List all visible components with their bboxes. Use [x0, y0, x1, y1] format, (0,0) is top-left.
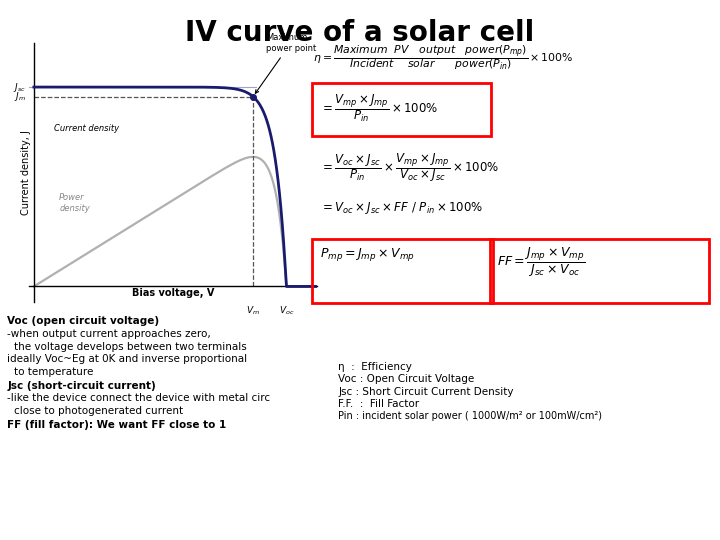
Text: close to photogenerated current: close to photogenerated current [14, 406, 184, 416]
Text: -when output current approaches zero,: -when output current approaches zero, [7, 329, 211, 340]
Text: IV curve of a solar cell: IV curve of a solar cell [185, 19, 535, 47]
Text: $V_{oc}$: $V_{oc}$ [279, 305, 294, 317]
Y-axis label: Current density, J: Current density, J [21, 130, 31, 215]
Text: $P_{mp} = J_{mp} \times V_{mp}$: $P_{mp} = J_{mp} \times V_{mp}$ [320, 246, 415, 262]
Text: Jsc : Short Circuit Current Density: Jsc : Short Circuit Current Density [338, 387, 514, 397]
Text: FF (fill factor): We want FF close to 1: FF (fill factor): We want FF close to 1 [7, 420, 227, 430]
Text: F.F.  :  Fill Factor: F.F. : Fill Factor [338, 399, 420, 409]
Text: $\eta = \dfrac{Maximum\ \ PV\ \ \ output\ \ \ power(P_{mp})}{Incident\ \ \ \ sol: $\eta = \dfrac{Maximum\ \ PV\ \ \ output… [313, 43, 574, 72]
Text: Maximum
power point: Maximum power point [256, 33, 316, 93]
Text: $J_m$: $J_m$ [14, 90, 26, 103]
Text: the voltage develops between two terminals: the voltage develops between two termina… [14, 342, 247, 352]
Text: Voc (open circuit voltage): Voc (open circuit voltage) [7, 316, 159, 326]
Text: ideally Voc~Eg at 0K and inverse proportional: ideally Voc~Eg at 0K and inverse proport… [7, 354, 248, 364]
Text: $= \dfrac{V_{mp} \times J_{mp}}{P_{in}} \times 100\%$: $= \dfrac{V_{mp} \times J_{mp}}{P_{in}} … [320, 92, 438, 124]
Text: $= \dfrac{V_{oc} \times J_{sc}}{P_{in}} \times \dfrac{V_{mp} \times J_{mp}}{V_{o: $= \dfrac{V_{oc} \times J_{sc}}{P_{in}} … [320, 151, 500, 184]
Text: Current density: Current density [54, 124, 120, 133]
Text: $J_{sc}$: $J_{sc}$ [14, 80, 26, 93]
Text: η  :  Efficiency: η : Efficiency [338, 362, 413, 372]
Text: $FF = \dfrac{J_{mp} \times V_{mp}}{J_{sc} \times V_{oc}}$: $FF = \dfrac{J_{mp} \times V_{mp}}{J_{sc… [497, 246, 585, 279]
Text: $V_m$: $V_m$ [246, 305, 260, 317]
Text: $= V_{oc} \times J_{sc} \times FF\ /\ P_{in} \times 100\%$: $= V_{oc} \times J_{sc} \times FF\ /\ P_… [320, 200, 484, 216]
Text: -like the device connect the device with metal circ: -like the device connect the device with… [7, 393, 270, 403]
Text: to temperature: to temperature [14, 367, 94, 377]
Text: Voc : Open Circuit Voltage: Voc : Open Circuit Voltage [338, 374, 474, 384]
Text: Power
density: Power density [59, 193, 90, 213]
X-axis label: Bias voltage, V: Bias voltage, V [132, 288, 214, 298]
Text: Jsc (short-circuit current): Jsc (short-circuit current) [7, 381, 156, 391]
Text: Pin : incident solar power ( 1000W/m² or 100mW/cm²): Pin : incident solar power ( 1000W/m² or… [338, 411, 603, 422]
